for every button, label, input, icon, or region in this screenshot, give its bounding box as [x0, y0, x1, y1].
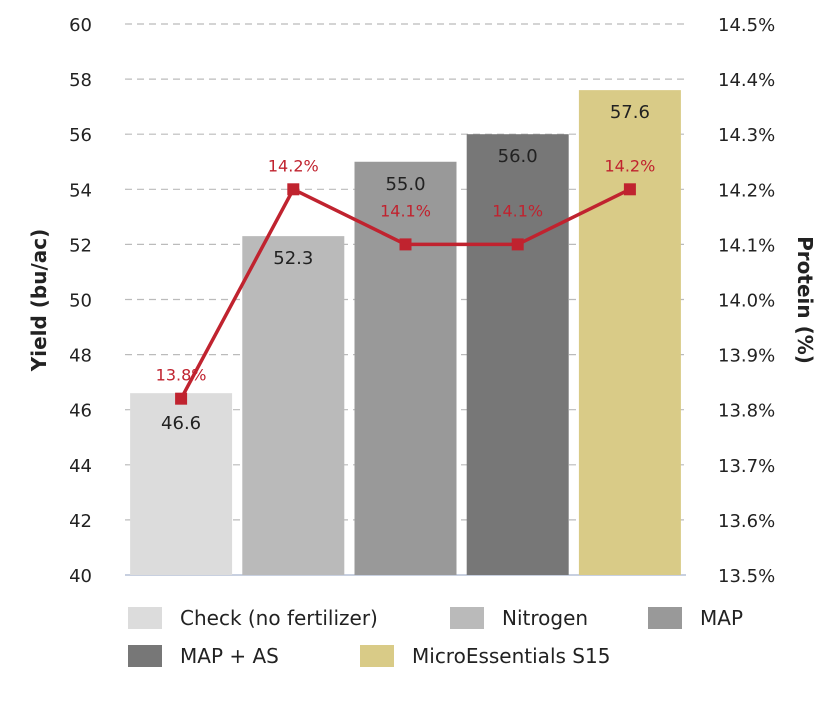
y2-tick-label: 13.8%: [718, 401, 775, 422]
protein-data-label: 14.2%: [268, 156, 319, 175]
y2-axis-label: Protein (%): [793, 236, 817, 364]
chart: 46.6 52.3 55.0 56.0 57.6 13.8% 14.2% 14.1% 14.1%…: [27, 15, 817, 587]
bar-data-label: 46.6: [161, 413, 201, 434]
y2-tick-label: 14.1%: [718, 235, 775, 256]
legend-label: MAP: [700, 606, 743, 630]
y-tick-label: 54: [69, 180, 92, 201]
y2-tick-label: 13.9%: [718, 346, 775, 367]
y-tick-label: 46: [69, 401, 92, 422]
y-tick-label: 58: [69, 70, 92, 91]
protein-marker: [623, 183, 636, 196]
y2-tick-label: 14.5%: [718, 15, 775, 36]
protein-data-label: 13.8%: [156, 366, 207, 385]
y-axis-label: Yield (bu/ac): [27, 229, 51, 373]
legend-item: MAP + AS: [128, 644, 279, 668]
y-tick-label: 44: [69, 456, 92, 477]
y2-tick-label: 13.7%: [718, 456, 775, 477]
protein-marker: [511, 238, 524, 251]
legend-item: Check (no fertilizer): [128, 606, 378, 630]
protein-marker: [287, 183, 300, 196]
legend-item: MicroEssentials S15: [360, 644, 610, 668]
legend-swatch: [360, 645, 394, 667]
y2-tick-label: 14.0%: [718, 291, 775, 312]
y-tick-label: 48: [69, 346, 92, 367]
legend-swatch: [128, 645, 162, 667]
legend-item: MAP: [648, 606, 743, 630]
legend-label: Check (no fertilizer): [180, 606, 378, 630]
bar: [242, 236, 345, 575]
y2-tick-label: 13.6%: [718, 511, 775, 532]
y-tick-label: 42: [69, 511, 92, 532]
legend-item: Nitrogen: [450, 606, 588, 630]
bar-data-label: 57.6: [610, 102, 650, 123]
protein-data-label: 14.2%: [604, 156, 655, 175]
y2-tick-label: 14.2%: [718, 180, 775, 201]
protein-data-label: 14.1%: [380, 201, 431, 220]
y-tick-label: 52: [69, 235, 92, 256]
y-tick-label: 56: [69, 125, 92, 146]
y2-tick-label: 14.3%: [718, 125, 775, 146]
legend-swatch: [128, 607, 162, 629]
bar-data-label: 52.3: [273, 248, 313, 269]
y-tick-label: 60: [69, 15, 92, 36]
y2-tick-label: 14.4%: [718, 70, 775, 91]
bar: [466, 134, 569, 575]
protein-marker: [399, 238, 412, 251]
bar: [578, 90, 681, 576]
bar: [354, 161, 457, 575]
legend-swatch: [450, 607, 484, 629]
protein-data-label: 14.1%: [492, 201, 543, 220]
bar-data-label: 56.0: [498, 146, 538, 167]
legend-swatch: [648, 607, 682, 629]
y2-tick-label: 13.5%: [718, 566, 775, 587]
legend-label: MAP + AS: [180, 644, 279, 668]
protein-marker: [175, 392, 188, 405]
bar-data-label: 55.0: [385, 174, 425, 195]
y-tick-label: 50: [69, 291, 92, 312]
y-tick-label: 40: [69, 566, 92, 587]
legend-label: MicroEssentials S15: [412, 644, 611, 668]
legend-label: Nitrogen: [502, 606, 589, 630]
bar: [130, 393, 233, 575]
